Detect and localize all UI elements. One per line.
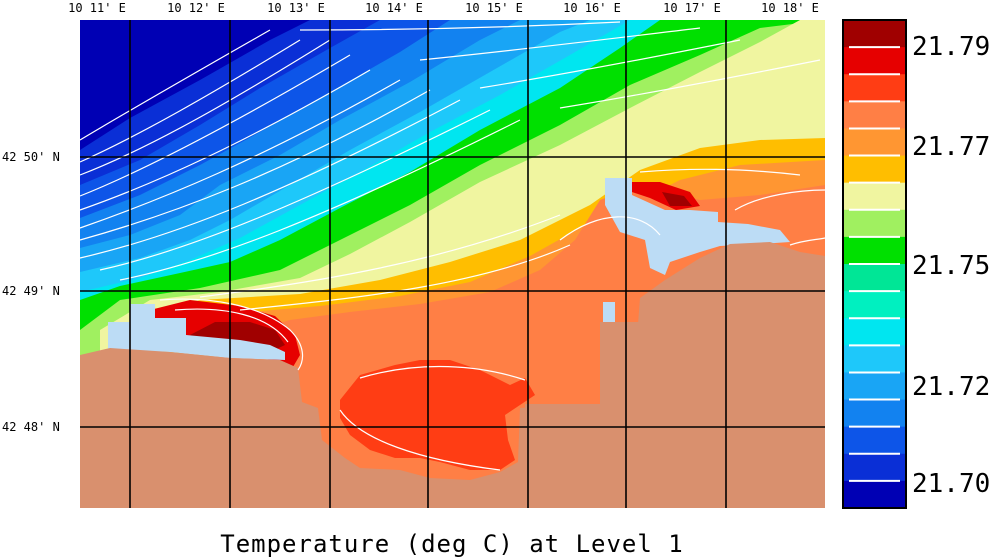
map-grid: [80, 20, 825, 508]
x-tick-label: 10 13' E: [267, 1, 325, 15]
x-tick-label: 10 16' E: [563, 1, 621, 15]
colorbar-swatches: [843, 20, 906, 509]
colorbar-swatch: [843, 74, 906, 102]
colorbar-swatch: [843, 236, 906, 265]
x-tick-label: 10 14' E: [365, 1, 423, 15]
map-panel: [80, 20, 825, 508]
colorbar-swatch: [843, 128, 906, 157]
colorbar-swatch: [843, 372, 906, 401]
colorbar-swatch: [843, 20, 906, 48]
colorbar-frame: [842, 19, 907, 509]
colorbar-swatch: [843, 101, 906, 129]
warm-core-patch: [340, 360, 535, 470]
colorbar-swatch: [843, 209, 906, 238]
x-tick-label: 10 17' E: [663, 1, 721, 15]
colorbar-swatch: [843, 480, 906, 509]
colorbar-label: 21.79: [912, 32, 990, 62]
land-block-2: [600, 322, 640, 404]
colorbar-swatch: [843, 318, 906, 346]
y-axis-ticks: 42 50' N 42 49' N 42 48' N: [2, 150, 60, 434]
y-tick-label: 42 48' N: [2, 420, 60, 434]
y-tick-label: 42 49' N: [2, 284, 60, 298]
colorbar-swatch: [843, 264, 906, 292]
x-tick-label: 10 12' E: [167, 1, 225, 15]
colorbar-label: 21.70: [912, 469, 990, 499]
hot-spot-east-core: [662, 192, 692, 206]
land-mass: [80, 242, 825, 508]
colorbar: 21.79 21.77 21.75 21.72 21.70: [842, 19, 990, 509]
colorbar-swatch: [843, 453, 906, 482]
x-tick-label: 10 18' E: [761, 1, 819, 15]
colorbar-label: 21.75: [912, 251, 990, 281]
colorbar-swatch: [843, 47, 906, 75]
colorbar-swatch: [843, 426, 906, 455]
colorbar-swatch: [843, 155, 906, 184]
missing-data-west: [108, 304, 285, 360]
figure-title: Temperature (deg C) at Level 1: [220, 530, 683, 558]
colorbar-label: 21.77: [912, 132, 990, 162]
colorbar-swatch: [843, 399, 906, 428]
colorbar-swatch: [843, 182, 906, 211]
missing-data-east: [605, 178, 790, 275]
missing-data-small: [603, 302, 615, 322]
x-tick-label: 10 15' E: [465, 1, 523, 15]
x-tick-label: 10 11' E: [68, 1, 126, 15]
colorbar-swatch: [843, 345, 906, 373]
colorbar-label: 21.72: [912, 372, 990, 402]
land-block: [525, 404, 635, 508]
x-axis-ticks: 10 11' E 10 12' E 10 13' E 10 14' E 10 1…: [68, 1, 819, 15]
y-tick-label: 42 50' N: [2, 150, 60, 164]
colorbar-swatch: [843, 291, 906, 319]
